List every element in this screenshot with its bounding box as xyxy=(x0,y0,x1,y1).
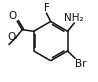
Text: O: O xyxy=(7,32,15,42)
Text: O: O xyxy=(9,11,17,21)
Text: Br: Br xyxy=(75,59,87,69)
Text: NH₂: NH₂ xyxy=(64,13,84,23)
Text: F: F xyxy=(44,3,49,13)
